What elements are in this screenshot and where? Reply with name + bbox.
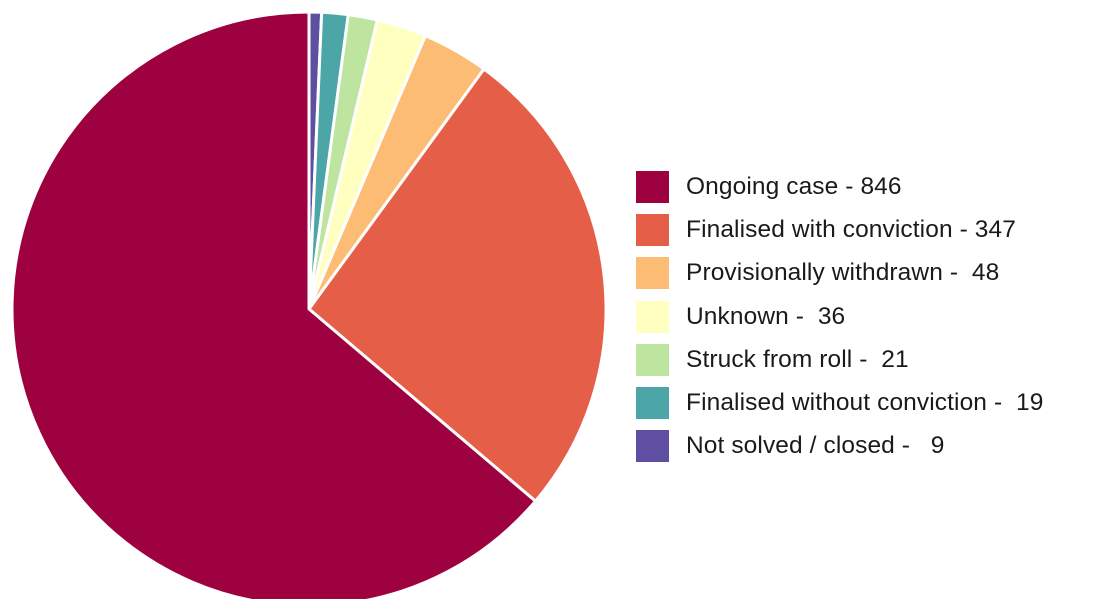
- legend-item-unknown: Unknown - 36: [636, 295, 1043, 338]
- legend-label: Not solved / closed - 9: [686, 432, 945, 460]
- legend-label: Provisionally withdrawn - 48: [686, 259, 1000, 287]
- legend-swatch: [636, 387, 669, 420]
- legend-swatch: [636, 213, 669, 246]
- legend-item-provisionally-withdrawn: Provisionally withdrawn - 48: [636, 252, 1043, 295]
- legend-item-ongoing-case: Ongoing case - 846: [636, 165, 1043, 208]
- legend-label: Finalised without conviction - 19: [686, 389, 1044, 417]
- pie-slice-ongoing-case: [10, 10, 537, 599]
- legend: Ongoing case - 846 Finalised with convict…: [636, 165, 1043, 468]
- legend-swatch: [636, 300, 669, 333]
- legend-label: Struck from roll - 21: [686, 345, 909, 373]
- pie-slice-finalised-with-conviction: [307, 67, 608, 503]
- legend-swatch: [636, 257, 669, 290]
- legend-swatch: [636, 430, 669, 463]
- legend-label: Ongoing case - 846: [686, 172, 902, 200]
- legend-item-struck-from-roll: Struck from roll - 21: [636, 338, 1043, 381]
- legend-item-finalised-with-conviction: Finalised with conviction - 347: [636, 208, 1043, 251]
- legend-swatch: [636, 343, 669, 376]
- legend-label: Unknown - 36: [686, 302, 846, 330]
- legend-item-finalised-without-conviction: Finalised without conviction - 19: [636, 381, 1043, 424]
- legend-swatch: [636, 170, 669, 203]
- legend-item-not-solved-closed: Not solved / closed - 9: [636, 425, 1043, 468]
- legend-label: Finalised with conviction - 347: [686, 215, 1016, 243]
